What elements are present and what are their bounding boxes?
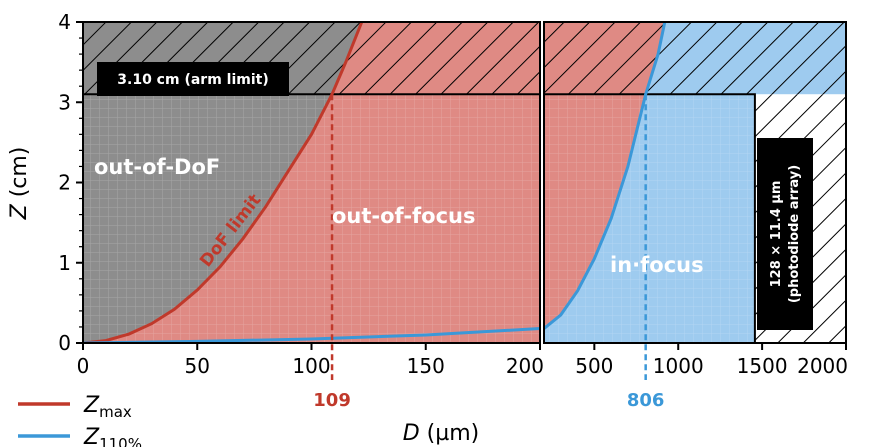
arm-limit-label: 3.10 cm (arm limit) [117, 72, 268, 88]
series-z110-line-left [83, 327, 540, 343]
x-axis-label: D (µm) [403, 421, 480, 446]
right-panel-frame [543, 21, 847, 344]
y-tick-label: 1 [58, 251, 71, 275]
left-panel-clip [83, 22, 540, 343]
out-of-focus-label: out-of-focus [332, 204, 476, 228]
arm-limit-hatch-right [544, 22, 846, 95]
series-zmax-line [83, 22, 364, 343]
x-tick-label: 1500 [737, 354, 788, 378]
y-tick-label: 0 [58, 331, 71, 355]
left-panel [83, 22, 540, 343]
legend-label: Zmax [83, 393, 132, 421]
x-tick-label: 0 [77, 354, 90, 378]
series-z110-line-right [544, 22, 667, 330]
photodiode-label: 128 × 11.4 µm (photodiode array) [769, 165, 802, 303]
in-focus-label: in·focus [610, 253, 704, 277]
limit-boundary-right [544, 93, 756, 343]
marker-109-label: 109 [313, 390, 351, 411]
y-tick-label: 2 [58, 171, 71, 195]
x-tick-label: 1000 [653, 354, 704, 378]
y-axis-label: Z (cm) [7, 147, 32, 221]
x-tick-label: 2000 [797, 354, 848, 378]
legend: Zmax Z110% [18, 393, 142, 447]
marker-806-label: 806 [627, 390, 665, 411]
x-tick-label: 500 [575, 354, 613, 378]
y-tick-label: 4 [58, 10, 71, 34]
axes: 0 1 2 3 4 0 50 100 150 200 500 1000 1500 2000 [58, 10, 848, 378]
x-tick-label: 50 [185, 354, 210, 378]
arm-limit-label-box [97, 62, 289, 96]
x-tick-label: 100 [292, 354, 330, 378]
out-of-dof-label: out-of-DoF [94, 155, 220, 179]
legend-label: Z110% [83, 425, 142, 447]
y-tick-label: 3 [58, 90, 71, 114]
x-tick-label: 200 [506, 354, 544, 378]
x-tick-label: 150 [407, 354, 445, 378]
photodiode-label-box [757, 138, 813, 330]
photodiode-label-line2: (photodiode array) [787, 165, 802, 303]
photodiode-label-line1: 128 × 11.4 µm [769, 181, 784, 288]
